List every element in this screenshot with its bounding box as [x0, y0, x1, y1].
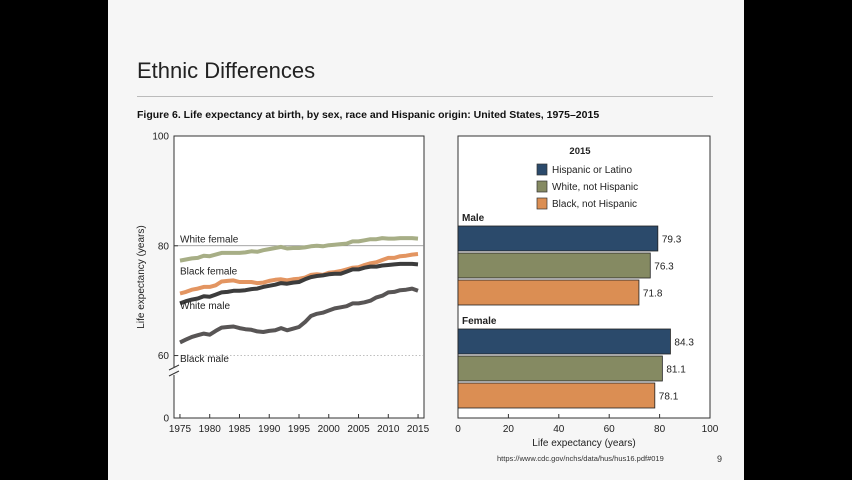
bar-value-label: 71.8 [643, 289, 663, 300]
y-axis-label: Life expectancy (years) [136, 225, 147, 328]
title-divider [137, 96, 713, 97]
legend-label: Hispanic or Latino [552, 165, 632, 176]
legend-title: 2015 [569, 146, 591, 157]
bar-value-label: 84.3 [674, 338, 694, 349]
series-label-white-female: White female [180, 234, 239, 245]
legend-swatch [536, 163, 548, 176]
y-tick-label: 100 [152, 132, 169, 143]
y-tick-label: 80 [158, 241, 170, 252]
axis-break-mark [168, 370, 180, 377]
slide-title: Ethnic Differences [137, 58, 316, 83]
bar-black-not-hispanic [457, 382, 656, 409]
x-tick-label: 80 [654, 424, 666, 435]
series-line-black-female [179, 252, 419, 296]
x-tick-label: 2005 [347, 424, 370, 435]
x-tick-label: 1980 [199, 424, 222, 435]
x-tick-label: 100 [702, 424, 719, 435]
x-tick-label: 60 [604, 424, 616, 435]
series-line-black-male [179, 286, 419, 345]
group-label: Male [462, 213, 485, 224]
x-tick-label: 1990 [258, 424, 281, 435]
bar-value-label: 78.1 [659, 392, 679, 403]
series-label-black-male: Black male [180, 354, 229, 365]
legend-label: White, not Hispanic [552, 182, 638, 193]
figure-caption: Figure 6. Life expectancy at birth, by s… [137, 109, 600, 121]
bar-hispanic [457, 225, 659, 252]
series-label-black-female: Black female [180, 266, 238, 277]
bar-hispanic [457, 328, 671, 355]
legend-swatch [536, 180, 548, 193]
x-tick-label: 40 [553, 424, 565, 435]
x-tick-label: 2015 [407, 424, 430, 435]
x-tick-label: 1995 [288, 424, 311, 435]
x-tick-label: 2010 [377, 424, 400, 435]
axis-break-mark [168, 364, 180, 371]
legend-swatch [536, 197, 548, 210]
x-tick-label: 1985 [228, 424, 251, 435]
x-tick-label: 0 [455, 424, 461, 435]
bar-value-label: 76.3 [654, 262, 674, 273]
axis-break-gap [170, 367, 178, 375]
bar-chart: 2015 Hispanic or Latino White, not Hispani… [455, 135, 719, 448]
legend-label: Black, not Hispanic [552, 199, 637, 210]
series-line-white-female [179, 236, 419, 263]
bar-white-not-hispanic [457, 252, 651, 279]
bar-value-label: 81.1 [666, 365, 686, 376]
y-tick-label: 60 [158, 351, 170, 362]
series-line-white-male [179, 261, 419, 306]
series-label-white-male: White male [180, 301, 230, 312]
y-tick-label: 0 [163, 414, 169, 425]
x-axis-label: Life expectancy (years) [532, 438, 635, 448]
line-chart: 0 60 80 100 1975 1980 1985 1990 1995 2000 2005 2010… [136, 132, 430, 436]
page-number: 9 [717, 454, 723, 464]
x-tick-label: 1975 [169, 424, 192, 435]
source-link[interactable]: https://www.cdc.gov/nchs/data/hus/hus16.… [497, 454, 664, 463]
x-tick-label: 20 [503, 424, 515, 435]
group-label: Female [462, 316, 497, 327]
bar-value-label: 79.3 [662, 235, 682, 246]
bar-black-not-hispanic [457, 279, 640, 306]
bar-white-not-hispanic [457, 355, 663, 382]
x-tick-label: 2000 [318, 424, 341, 435]
